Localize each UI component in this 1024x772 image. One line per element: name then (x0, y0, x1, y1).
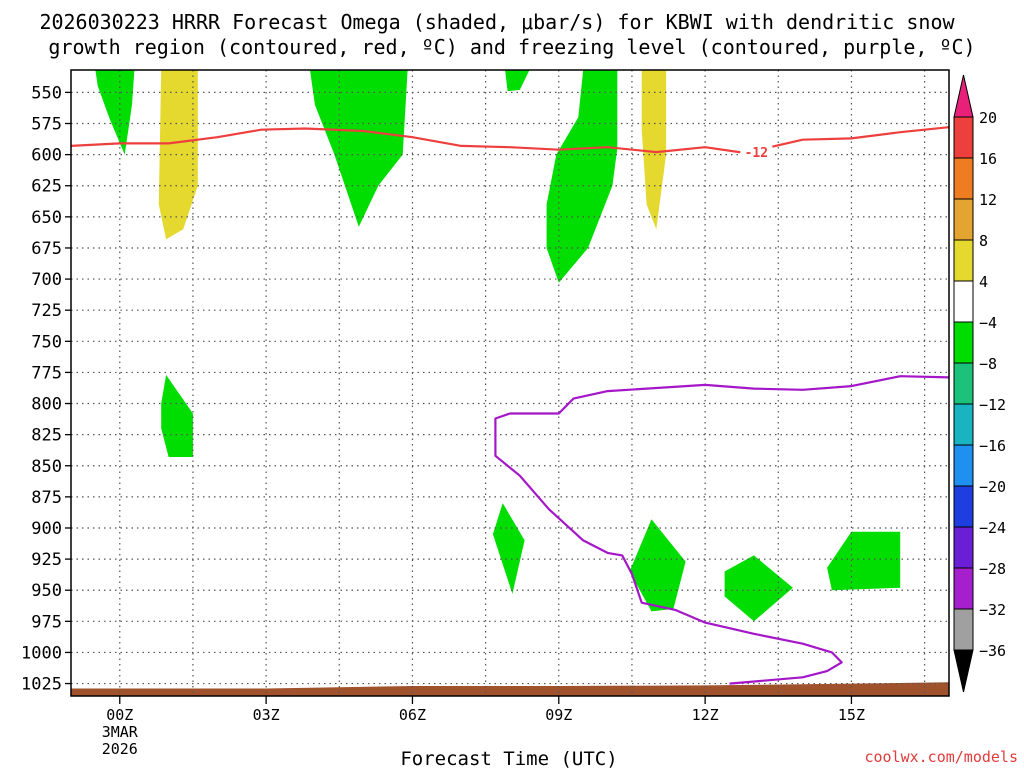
y-tick-label-600: 600 (31, 146, 62, 166)
y-tick-label-825: 825 (31, 426, 62, 446)
colorbar-label-10: −24 (979, 519, 1006, 537)
y-axis: 550 575 600 625 650 675 700 725 750 775 800 825 850 8… (21, 83, 71, 695)
omega-region-3 (505, 70, 530, 92)
contour-lines: -12 (71, 126, 949, 685)
y-tick-label-750: 750 (31, 332, 62, 352)
colorbar-swatch-3 (953, 239, 974, 282)
x-tick-label-15Z: 15Z (838, 706, 865, 724)
x-tick-label-03Z: 03Z (253, 706, 280, 724)
colorbar-label-9: −20 (979, 478, 1006, 496)
terrain-fill (71, 682, 949, 696)
omega-region-1 (158, 70, 198, 240)
chart-title-line1: 2026030223 HRRR Forecast Omega (shaded, … (39, 10, 955, 34)
omega-region-4 (546, 70, 618, 283)
colorbar-label-2: 12 (979, 191, 997, 209)
x-axis-label: Forecast Time (UTC) (400, 748, 617, 768)
y-tick-label-650: 650 (31, 208, 62, 228)
y-tick-label-800: 800 (31, 395, 62, 415)
plot-frame (70, 69, 950, 697)
omega-region-6 (161, 374, 193, 457)
x-tick-label-00Z: 00Z (106, 706, 133, 724)
omega-region-7 (492, 503, 525, 594)
y-tick-label-925: 925 (31, 550, 62, 570)
colorbar-label-7: −12 (979, 396, 1006, 414)
omega-region-8 (629, 519, 686, 612)
y-tick-label-550: 550 (31, 83, 62, 103)
colorbar-swatch-8 (953, 444, 974, 487)
colorbar-swatch-7 (953, 403, 974, 446)
y-tick-label-775: 775 (31, 363, 62, 383)
omega-region-0 (95, 70, 135, 155)
gridlines (71, 70, 949, 696)
colorbar-label-13: −36 (979, 642, 1006, 660)
x-tick-year: 2026 (102, 740, 138, 758)
colorbar-label-4: 4 (979, 273, 988, 291)
x-tick-label-09Z: 09Z (545, 706, 572, 724)
colorbar-swatch-10 (953, 526, 974, 569)
colorbar-swatch-1 (953, 157, 974, 200)
omega-region-9 (724, 555, 793, 622)
omega-region-10 (827, 531, 901, 591)
y-tick-label-700: 700 (31, 270, 62, 290)
omega-region-5 (641, 70, 667, 230)
colorbar-swatch-0 (953, 116, 974, 159)
colorbar-bottom-arrow (953, 649, 974, 693)
y-tick-label-875: 875 (31, 488, 62, 508)
colorbar-label-6: −8 (979, 355, 997, 373)
colorbar-label-12: −32 (979, 601, 1006, 619)
x-tick-date: 3MAR (102, 723, 139, 741)
colorbar-swatch-5 (953, 321, 974, 364)
colorbar-label-8: −16 (979, 437, 1006, 455)
colorbar-label-5: −4 (979, 314, 997, 332)
colorbar-label-0: 20 (979, 109, 997, 127)
series-line-1 (494, 375, 949, 685)
y-tick-label-1000: 1000 (21, 643, 62, 663)
y-tick-label-850: 850 (31, 457, 62, 477)
colorbar-top-arrow (953, 74, 974, 118)
series-label-bg-0 (740, 143, 773, 160)
y-tick-label-950: 950 (31, 581, 62, 601)
terrain-polygon (71, 682, 949, 696)
omega-region-2 (310, 70, 408, 227)
colorbar-swatch-9 (953, 485, 974, 528)
colorbar-swatch-6 (953, 362, 974, 405)
y-tick-label-900: 900 (31, 519, 62, 539)
colorbar-swatch-11 (953, 567, 974, 610)
omega-shaded-regions (95, 70, 901, 622)
x-tick-label-06Z: 06Z (399, 706, 426, 724)
y-tick-label-675: 675 (31, 239, 62, 259)
x-tick-label-12Z: 12Z (692, 706, 719, 724)
y-tick-label-975: 975 (31, 612, 62, 632)
colorbar-label-11: −28 (979, 560, 1006, 578)
series-line-0 (71, 126, 949, 154)
colorbar: 20 16 12 8 4 −4 −8 −12 −16 −20 −24 −28 −32 −36 (953, 74, 1006, 693)
colorbar-label-1: 16 (979, 150, 997, 168)
y-tick-label-625: 625 (31, 177, 62, 197)
colorbar-swatch-4 (953, 280, 974, 323)
y-tick-label-575: 575 (31, 115, 62, 135)
chart-title-line2: growth region (contoured, red, ºC) and f… (48, 35, 975, 59)
colorbar-swatch-12 (953, 608, 974, 651)
credit-text: coolwx.com/models (864, 748, 1018, 766)
colorbar-swatch-2 (953, 198, 974, 241)
series-label-0: -12 (745, 146, 768, 161)
y-tick-label-725: 725 (31, 301, 62, 321)
y-tick-label-1025: 1025 (21, 675, 62, 695)
colorbar-label-3: 8 (979, 232, 988, 250)
